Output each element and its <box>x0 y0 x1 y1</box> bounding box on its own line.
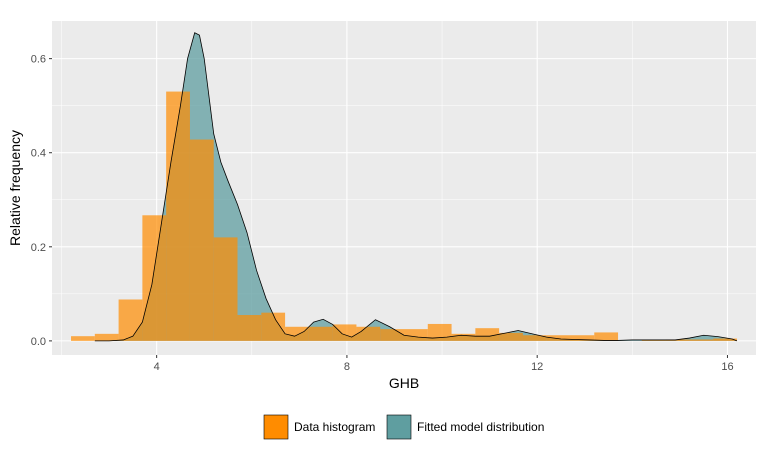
histogram-bar <box>94 333 119 341</box>
x-axis-title: GHB <box>389 375 419 391</box>
histogram-bar <box>308 326 333 341</box>
histogram-bar <box>641 339 666 341</box>
histogram-bar <box>213 237 238 341</box>
y-axis-title: Relative frequency <box>7 130 23 246</box>
x-tick-label: 8 <box>344 361 350 373</box>
x-tick-label: 12 <box>531 361 543 373</box>
density-line <box>94 32 738 342</box>
legend-key-histogram <box>263 414 289 440</box>
y-tick-label: 0.0 <box>31 336 46 348</box>
histogram-bar <box>522 335 547 341</box>
histogram-bar <box>713 338 737 341</box>
histogram-bar <box>71 336 95 341</box>
histogram-bar <box>665 339 690 341</box>
histogram-bar <box>166 91 190 341</box>
histogram-bar <box>332 324 357 341</box>
legend-key-density <box>386 414 412 440</box>
x-axis: 4 8 12 16 <box>154 355 734 373</box>
histogram-bar <box>570 335 595 341</box>
histogram-bar <box>356 326 381 341</box>
y-tick-label: 0.2 <box>31 242 46 254</box>
legend-label-density: Fitted model distribution <box>417 420 544 434</box>
legend-label-histogram: Data histogram <box>294 420 375 434</box>
y-tick-label: 0.4 <box>31 148 46 160</box>
histogram-bar <box>689 339 714 341</box>
histogram-bar <box>189 139 214 341</box>
histogram-bar <box>261 312 286 341</box>
histogram-bar <box>380 329 404 341</box>
histogram-bar <box>594 332 619 341</box>
histogram-bar <box>475 328 500 341</box>
histogram-bar <box>427 323 452 341</box>
histogram-bar <box>404 329 428 341</box>
y-axis: 0.0 0.2 0.4 0.6 <box>31 54 52 348</box>
histogram-bar <box>118 299 143 341</box>
x-tick-label: 16 <box>721 361 733 373</box>
histogram-bar <box>142 215 167 341</box>
histogram-bar <box>499 332 523 341</box>
histogram-bar <box>546 335 571 341</box>
y-tick-label: 0.6 <box>31 54 46 66</box>
histogram-bar <box>285 326 309 341</box>
x-tick-label: 4 <box>154 361 160 373</box>
histogram-bar <box>237 315 262 341</box>
histogram-bar <box>451 333 476 341</box>
legend: Data histogram Fitted model distribution <box>263 414 544 440</box>
density-curve <box>94 32 738 342</box>
